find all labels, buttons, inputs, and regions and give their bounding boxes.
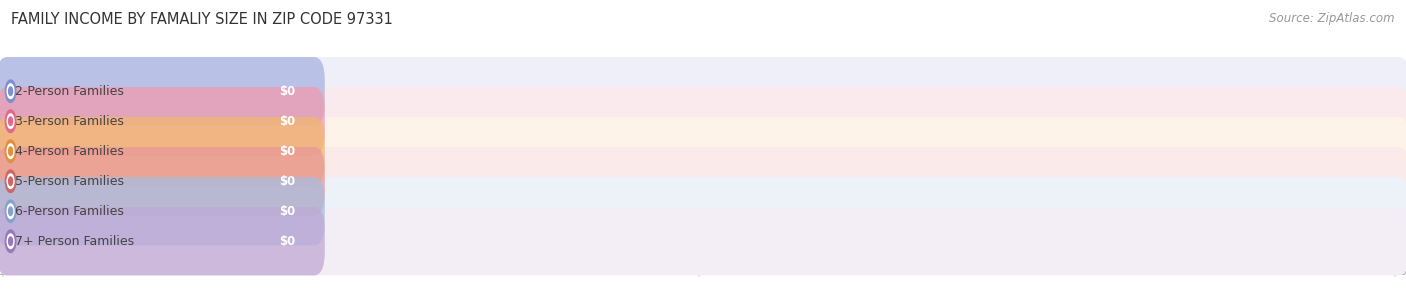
Circle shape xyxy=(6,230,15,253)
Text: $0: $0 xyxy=(280,85,295,98)
Text: 6-Person Families: 6-Person Families xyxy=(15,205,124,218)
Circle shape xyxy=(6,80,15,102)
FancyBboxPatch shape xyxy=(0,117,1406,185)
FancyBboxPatch shape xyxy=(0,117,325,185)
Circle shape xyxy=(7,234,14,249)
Text: $0: $0 xyxy=(280,205,295,218)
Circle shape xyxy=(7,204,14,219)
FancyBboxPatch shape xyxy=(0,207,1406,275)
Circle shape xyxy=(8,177,13,185)
FancyBboxPatch shape xyxy=(0,177,325,246)
FancyBboxPatch shape xyxy=(0,87,1406,156)
FancyBboxPatch shape xyxy=(0,147,325,215)
FancyBboxPatch shape xyxy=(0,87,325,156)
Circle shape xyxy=(8,147,13,156)
Text: $0: $0 xyxy=(280,235,295,248)
Text: Source: ZipAtlas.com: Source: ZipAtlas.com xyxy=(1270,12,1395,25)
Circle shape xyxy=(6,110,15,132)
Text: 5-Person Families: 5-Person Families xyxy=(15,175,124,188)
Circle shape xyxy=(6,170,15,192)
FancyBboxPatch shape xyxy=(0,57,325,125)
FancyBboxPatch shape xyxy=(0,57,1406,125)
Text: $0: $0 xyxy=(280,175,295,188)
Text: $0: $0 xyxy=(280,115,295,128)
Text: FAMILY INCOME BY FAMALIY SIZE IN ZIP CODE 97331: FAMILY INCOME BY FAMALIY SIZE IN ZIP COD… xyxy=(11,12,394,27)
Text: 7+ Person Families: 7+ Person Families xyxy=(15,235,134,248)
Text: $0: $0 xyxy=(280,145,295,158)
Circle shape xyxy=(6,140,15,163)
Circle shape xyxy=(8,237,13,246)
Circle shape xyxy=(8,117,13,125)
Text: 4-Person Families: 4-Person Families xyxy=(15,145,124,158)
Text: 2-Person Families: 2-Person Families xyxy=(15,85,124,98)
Text: 3-Person Families: 3-Person Families xyxy=(15,115,124,128)
Circle shape xyxy=(7,84,14,99)
Circle shape xyxy=(8,87,13,95)
Circle shape xyxy=(6,200,15,222)
Circle shape xyxy=(7,144,14,159)
FancyBboxPatch shape xyxy=(0,207,325,275)
Circle shape xyxy=(8,207,13,216)
FancyBboxPatch shape xyxy=(0,147,1406,215)
Circle shape xyxy=(7,174,14,188)
FancyBboxPatch shape xyxy=(0,177,1406,246)
Circle shape xyxy=(7,114,14,128)
